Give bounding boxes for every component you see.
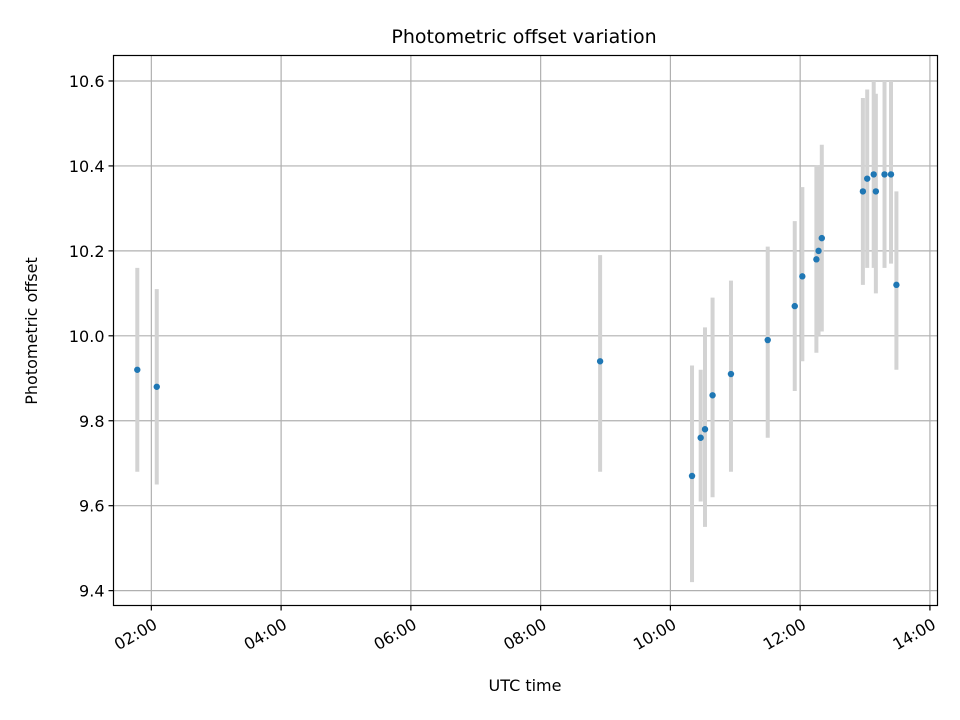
plot-area-frame: [112, 54, 939, 607]
data-point: [799, 273, 806, 280]
y-axis: 9.4 9.6 9.8 10.0 10.2 10.4 10.6: [69, 72, 114, 601]
data-point: [870, 171, 877, 178]
data-point: [872, 188, 880, 195]
data-point: [813, 256, 820, 263]
data-point: [887, 171, 895, 178]
data-point: [815, 247, 822, 255]
y-axis-label: Photometric offset: [22, 257, 41, 405]
data-point: [791, 302, 798, 310]
data-point: [818, 234, 825, 242]
data-point: [727, 370, 735, 378]
y-tick-label: 10.2: [69, 242, 105, 261]
y-tick-label: 9.8: [79, 412, 104, 431]
data-point: [859, 188, 867, 195]
data-point: [709, 392, 716, 399]
data-point: [881, 171, 888, 178]
data-point: [688, 472, 696, 480]
y-tick-label: 9.6: [79, 497, 104, 516]
x-axis-label: UTC time: [489, 676, 562, 695]
y-tick-label: 9.4: [79, 582, 104, 601]
y-tick-label: 10.0: [69, 327, 105, 346]
y-tick-label: 10.6: [69, 72, 105, 91]
y-tick-label: 10.4: [69, 157, 105, 176]
grid: [113, 55, 938, 606]
data-point: [134, 366, 141, 373]
data-point: [864, 175, 871, 182]
data-point: [153, 383, 160, 390]
data-point: [701, 426, 709, 433]
data-point: [596, 358, 604, 365]
data-point: [697, 434, 704, 441]
data-point: [764, 336, 771, 344]
data-point: [893, 281, 900, 289]
data-points: [134, 171, 900, 480]
chart-title: Photometric offset variation: [391, 26, 656, 48]
